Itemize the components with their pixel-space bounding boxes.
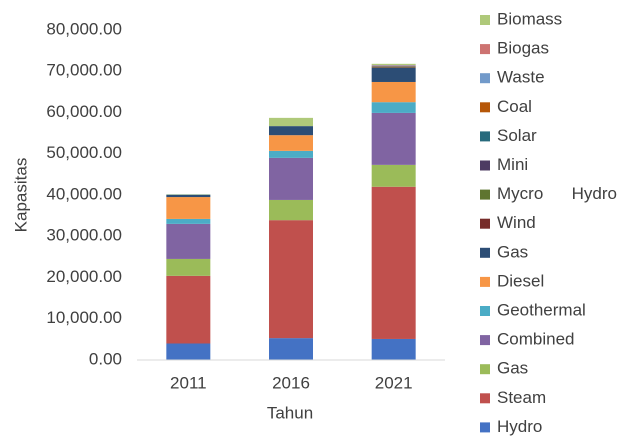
legend-label: Biogas [497, 39, 549, 58]
bar-segment [371, 164, 416, 187]
bar-segment [371, 67, 416, 82]
y-tick-label: 40,000.00 [46, 184, 122, 203]
bar-segment [371, 112, 416, 165]
y-tick-label: 0.00 [89, 349, 122, 368]
legend-label: Hydro [497, 417, 542, 436]
bar-segment [269, 135, 313, 151]
bar-segment [166, 275, 211, 344]
legend-label: Biomass [497, 9, 562, 28]
legend-label: Waste [497, 68, 545, 87]
y-tick-label: 70,000.00 [46, 61, 122, 80]
legend-label: Mycro Hydro [497, 184, 617, 203]
bar-segment [371, 63, 416, 66]
bar-segment [269, 126, 313, 136]
legend-swatch [480, 160, 490, 171]
legend-swatch [480, 44, 490, 55]
y-axis-label: Kapasitas [11, 158, 30, 233]
legend-swatch [480, 102, 490, 113]
legend-label: Solar [497, 126, 537, 145]
legend-swatch [480, 276, 490, 287]
bar-segment [371, 81, 416, 103]
bar-segment [269, 220, 313, 339]
y-tick-label: 10,000.00 [46, 308, 122, 327]
bar-segment [269, 338, 313, 360]
legend-swatch [480, 73, 490, 84]
bar-segment [166, 195, 211, 198]
y-tick-label: 60,000.00 [46, 102, 122, 121]
y-tick-label: 50,000.00 [46, 143, 122, 162]
legend-label: Gas [497, 359, 528, 378]
legend-swatch [480, 364, 490, 375]
x-tick-label: 2021 [375, 373, 413, 392]
legend-label: Diesel [497, 271, 544, 290]
legend-swatch [480, 189, 490, 200]
y-tick-label: 80,000.00 [46, 19, 122, 38]
legend-swatch [480, 218, 490, 229]
legend-swatch [480, 131, 490, 142]
legend-swatch [480, 306, 490, 316]
bar-segment [166, 258, 211, 276]
legend-label: Wind [497, 213, 536, 232]
bar-segment [166, 197, 211, 219]
x-axis-label: Tahun [267, 403, 313, 422]
bar-segment [371, 338, 416, 360]
y-tick-label: 30,000.00 [46, 226, 122, 245]
legend-label: Geothermal [497, 300, 586, 319]
bar-segment [269, 150, 313, 158]
x-tick-label: 2011 [170, 373, 207, 392]
bar-segment [269, 117, 313, 127]
y-tick-label: 20,000.00 [46, 267, 122, 286]
legend-swatch [480, 247, 490, 258]
legend-swatch [480, 15, 490, 25]
legend-label: Combined [497, 330, 575, 349]
legend-label: Gas [497, 242, 528, 261]
legend-label: Coal [497, 97, 532, 116]
bar-segment [371, 186, 416, 339]
x-tick-label: 2016 [272, 373, 310, 392]
legend-swatch [480, 422, 490, 433]
bar-segment [269, 157, 313, 200]
bar-segment [166, 223, 211, 259]
legend-swatch [480, 393, 490, 404]
bar-segment [166, 343, 211, 360]
legend-label: Mini [497, 155, 528, 174]
legend-label: Steam [497, 388, 546, 407]
legend-swatch [480, 335, 490, 346]
bar-segment [371, 102, 416, 113]
bar-segment [269, 199, 313, 221]
bar-segment [166, 218, 211, 224]
